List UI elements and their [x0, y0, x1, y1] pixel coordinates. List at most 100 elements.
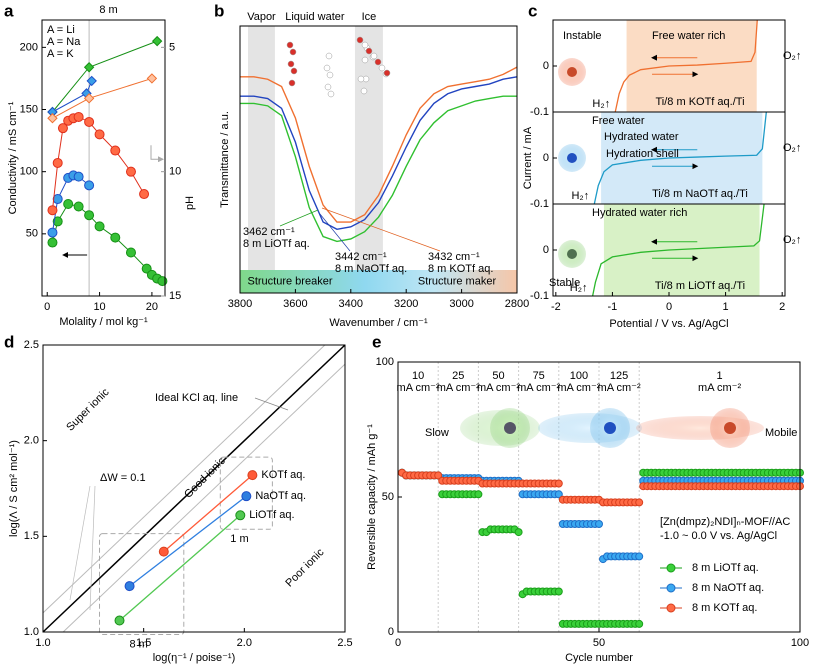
decoration [383, 69, 391, 77]
marker [52, 157, 63, 168]
note: Hydrated water [604, 131, 679, 143]
marker [84, 116, 95, 127]
panel-label: e [372, 332, 381, 351]
legend-label: 8 m NaOTf aq. [692, 582, 764, 594]
decoration [254, 397, 289, 411]
decoration [326, 71, 334, 79]
region-label: Vapor [247, 11, 276, 23]
marker [124, 581, 135, 592]
note: Free water rich [652, 30, 725, 42]
region [354, 26, 383, 293]
panel-label: c [528, 1, 537, 20]
x-tick-label: 100 [791, 637, 809, 649]
marker [52, 216, 63, 227]
x-tick-label: 1.0 [35, 637, 50, 649]
plot-frame [41, 19, 166, 297]
marker [84, 210, 95, 221]
marker [114, 615, 125, 626]
marker [157, 276, 168, 287]
x-tick-label: -1 [608, 301, 618, 313]
window-band [626, 20, 757, 112]
x-tick-label: 3800 [228, 298, 252, 310]
series-label: KOTf aq. [261, 469, 305, 481]
cv-line [591, 203, 765, 297]
marker [73, 201, 84, 212]
marker [86, 75, 97, 87]
decoration [321, 207, 441, 252]
x-tick-label: 20 [146, 301, 158, 313]
legend-marker [666, 563, 676, 573]
marker [146, 73, 158, 84]
x-tick-label: 2.5 [337, 637, 352, 649]
band-label: Structure maker [418, 275, 497, 287]
y-tick-label: 2.5 [24, 339, 39, 351]
annotation: 8 m NaOTf aq. [335, 263, 407, 275]
decoration [724, 422, 736, 434]
panel-label-text: Ti/8 m KOTf aq./Ti [655, 96, 744, 108]
decoration [327, 90, 335, 98]
marker [73, 111, 84, 122]
note: Instable [563, 30, 602, 42]
marker [151, 35, 163, 47]
legend-label: A = Na [47, 36, 81, 48]
x-tick-label: 0 [44, 301, 50, 313]
axis-label: Wavenumber / cm⁻¹ [329, 317, 428, 329]
legend-label: 8 m LiOTf aq. [692, 562, 759, 574]
panel-label: b [214, 1, 224, 20]
legend-marker [666, 603, 676, 613]
series-label: LiOTf aq. [249, 509, 294, 521]
marker [83, 62, 95, 73]
y-tick-label: -0.1 [530, 198, 549, 210]
y-tick-label: -0.1 [530, 106, 549, 118]
panel-label: a [4, 1, 14, 20]
box-label: 8 m [130, 638, 148, 650]
axis-label: log(η⁻¹ / poise⁻¹) [153, 652, 236, 664]
rate-unit: mA cm⁻² [698, 382, 741, 394]
spectrum-line [240, 66, 518, 223]
x-tick-label: 10 [93, 301, 105, 313]
x-tick-label: 2800 [505, 298, 529, 310]
legend-label: A = Li [47, 24, 75, 36]
setup-label: -1.0 ~ 0.0 V vs. Ag/AgCl [660, 530, 777, 542]
rate-label: 75 [533, 370, 545, 382]
y-tick-label: 2.0 [24, 435, 39, 447]
marker [52, 194, 63, 205]
decoration [378, 64, 386, 72]
marker [47, 227, 58, 238]
x-tick-label: 3200 [394, 298, 418, 310]
cv-line [614, 19, 758, 113]
spectrum-line [240, 95, 517, 243]
series-label: NaOTf aq. [255, 490, 306, 502]
decoration [279, 209, 319, 227]
band-label: Structure breaker [248, 275, 333, 287]
decoration [287, 60, 295, 68]
decoration [567, 249, 577, 259]
spectrum-line [240, 76, 518, 231]
decoration [361, 56, 369, 64]
speed-label: Mobile [765, 427, 797, 439]
y-tick-label: 0 [543, 244, 549, 256]
marker [635, 552, 644, 561]
region-label: Ice [362, 11, 377, 23]
axis-label: pH [184, 196, 196, 210]
note: Hydrated water rich [592, 207, 687, 219]
y-tick-label: 5 [169, 41, 175, 53]
x-tick-label: 1 [723, 301, 729, 313]
decoration [504, 422, 516, 434]
y-tick-label: 100 [20, 166, 38, 178]
y-tick-label: 150 [20, 103, 38, 115]
walden-line [62, 363, 346, 633]
marker [73, 171, 84, 182]
rate-unit: mA cm⁻² [437, 382, 480, 394]
series-line [163, 474, 253, 553]
decoration [360, 87, 368, 95]
marker [47, 237, 58, 248]
legend-label: A = K [47, 48, 74, 60]
decoration [69, 485, 91, 601]
marker [554, 479, 563, 488]
y-tick-label: 200 [20, 41, 38, 53]
marker [57, 123, 68, 134]
marker [158, 546, 169, 557]
rate-unit: mA cm⁻² [598, 382, 641, 394]
decoration [288, 79, 296, 87]
